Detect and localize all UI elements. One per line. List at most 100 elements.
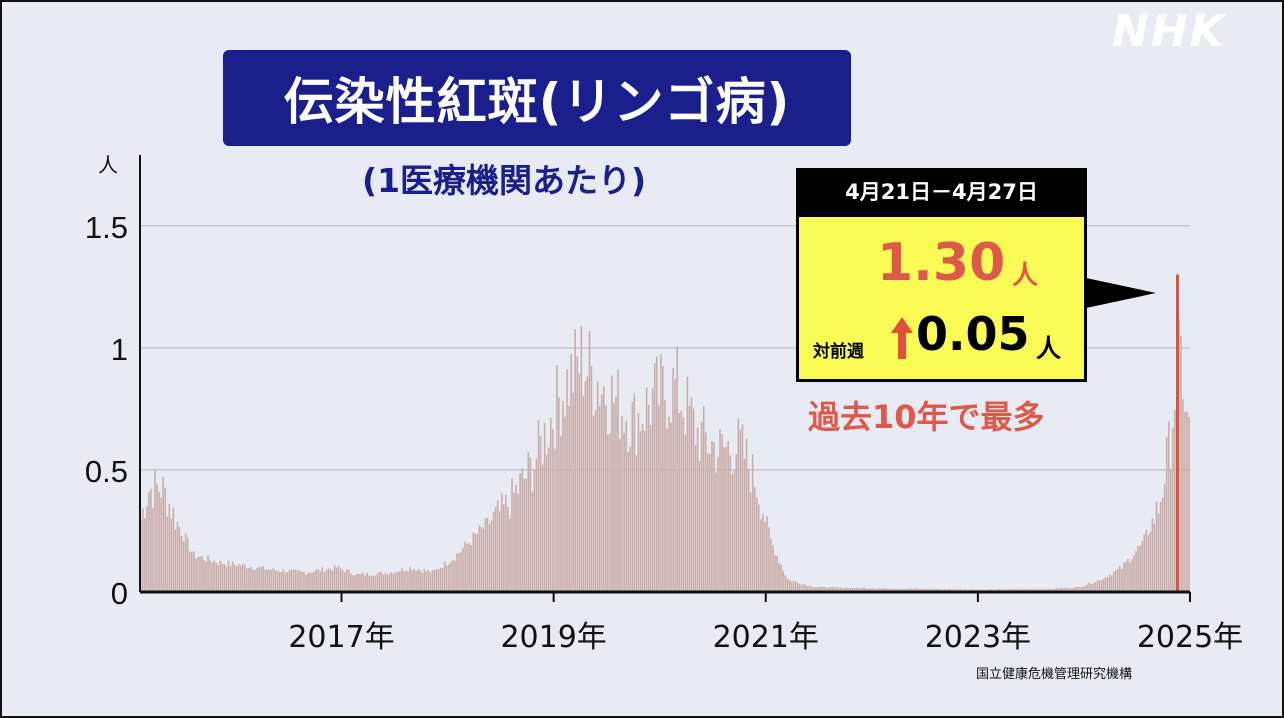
x-tick-label: 2017年 (288, 620, 394, 655)
bar (1100, 580, 1103, 592)
bar (319, 571, 322, 592)
bar (680, 410, 683, 592)
bar (1080, 587, 1082, 592)
bar (217, 564, 220, 592)
bar (698, 460, 701, 592)
bar (898, 588, 901, 592)
bar (747, 468, 750, 592)
y-tick-label: 0 (111, 576, 128, 611)
bar (178, 527, 181, 592)
bar (619, 438, 621, 592)
bar (521, 468, 523, 592)
bar (484, 518, 487, 592)
bar (150, 488, 152, 592)
bar (462, 547, 464, 592)
bar (341, 569, 344, 592)
bar (507, 506, 509, 592)
bar (248, 568, 250, 592)
bar (711, 441, 713, 592)
bar (172, 507, 175, 592)
bar (1049, 588, 1052, 592)
bar (323, 572, 326, 592)
bar (910, 588, 913, 592)
bar (815, 587, 817, 592)
bar (454, 560, 456, 592)
bar (690, 397, 693, 592)
bar (641, 423, 644, 592)
bar (264, 569, 266, 592)
bar (197, 557, 199, 592)
bar (343, 572, 346, 592)
bar (535, 458, 538, 592)
title-banner: 伝染性紅斑(リンゴ病) (223, 50, 851, 146)
bar (596, 381, 599, 592)
bar (1131, 559, 1133, 592)
bar (380, 571, 383, 592)
bar (401, 568, 403, 592)
bar (594, 410, 597, 592)
bar (1145, 530, 1148, 592)
record-note: 過去10年で最多 (808, 398, 1045, 436)
bar (603, 386, 605, 592)
bar (658, 405, 660, 592)
bar (645, 387, 648, 592)
bar (1151, 518, 1154, 592)
bar (656, 356, 658, 592)
bar (466, 543, 468, 592)
bar (662, 366, 664, 592)
data-source: 国立健康危機管理研究機構 (976, 667, 1133, 682)
bar (474, 533, 477, 592)
bar (223, 564, 226, 592)
bar (429, 572, 432, 592)
bar (1170, 468, 1172, 592)
bar (574, 329, 576, 592)
bar (421, 572, 423, 592)
bar (1119, 566, 1121, 592)
bar (1112, 571, 1115, 592)
bar (229, 565, 232, 592)
bar (684, 434, 687, 592)
bar (313, 571, 315, 592)
bar (382, 574, 385, 592)
bar (806, 586, 809, 592)
bar (605, 405, 607, 592)
bar (796, 582, 799, 592)
y-axis-unit: 人 (98, 153, 118, 177)
bar (195, 558, 197, 592)
bar (780, 564, 782, 592)
latest-value: 1.30 (877, 233, 1006, 293)
bar (629, 446, 632, 592)
bar (427, 570, 430, 592)
bar (445, 565, 448, 592)
bar (1167, 421, 1170, 592)
bar (1137, 546, 1139, 592)
bar (666, 428, 668, 592)
bar (809, 585, 811, 592)
bar (472, 532, 474, 592)
latest-value-unit: 人 (1012, 261, 1039, 291)
bar (715, 472, 717, 592)
bar (821, 586, 823, 592)
bar (627, 452, 629, 592)
bar (651, 388, 654, 592)
bar (664, 400, 666, 592)
bar (649, 424, 652, 592)
bar (372, 575, 375, 592)
bar (1110, 575, 1113, 592)
bar (529, 457, 532, 592)
bar (539, 435, 542, 592)
bar (1180, 336, 1182, 592)
bar (437, 569, 440, 592)
bar (682, 417, 685, 592)
bar (762, 514, 764, 592)
bar (900, 588, 903, 592)
bar (1057, 588, 1060, 592)
bar (786, 578, 789, 592)
bar (913, 588, 915, 592)
bar (543, 423, 546, 592)
bar (560, 435, 562, 592)
bar (813, 587, 815, 592)
bar (1108, 574, 1111, 592)
bar (480, 527, 483, 592)
bar (239, 565, 242, 592)
